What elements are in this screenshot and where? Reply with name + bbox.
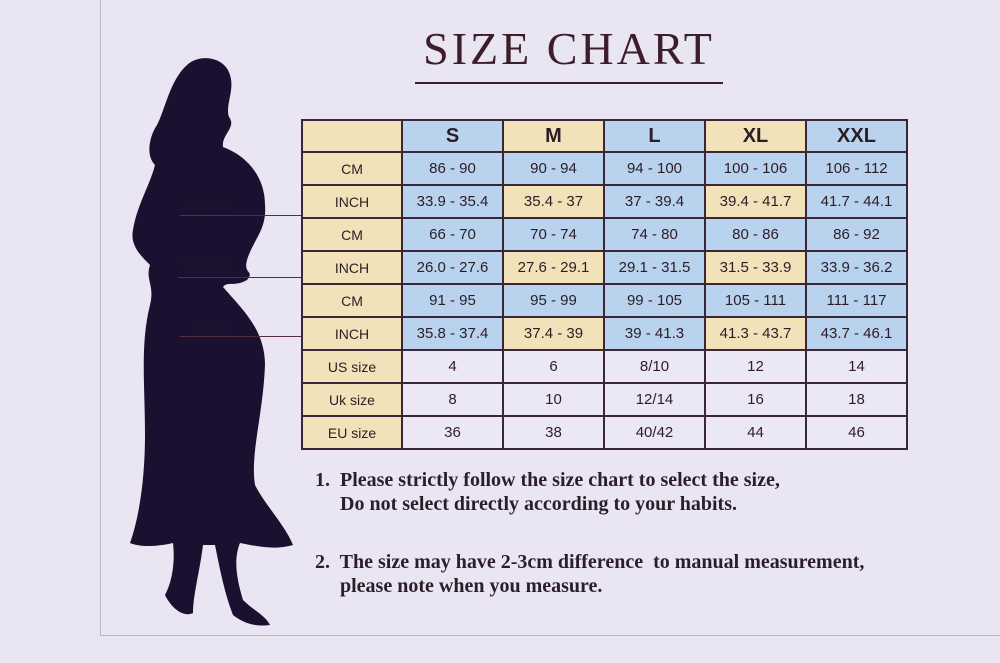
table-cell: 40/42 <box>603 415 706 450</box>
table-cell: 38 <box>502 415 605 450</box>
table-row: CM 91 - 95 95 - 99 99 - 105 105 - 111 111 - 1… <box>301 283 908 318</box>
table-cell: 90 - 94 <box>502 151 605 186</box>
table-cell: 12/14 <box>603 382 706 417</box>
row-label: Uk size <box>301 382 403 417</box>
table-cell: 36 <box>401 415 504 450</box>
table-row: INCH 35.8 - 37.4 37.4 - 39 39 - 41.3 41.3 - … <box>301 316 908 351</box>
note-2-line-1: 2. The size may have 2-3cm difference to… <box>315 551 865 573</box>
header-size-l: L <box>603 119 706 153</box>
table-cell: 43.7 - 46.1 <box>805 316 908 351</box>
header-size-xxl: XXL <box>805 119 908 153</box>
table-row: EU size 36 38 40/42 44 46 <box>301 415 908 450</box>
table-cell: 66 - 70 <box>401 217 504 252</box>
size-table: S M L XL XXL CM 86 - 90 90 - 94 94 - 100 100 - 10… <box>301 119 908 450</box>
table-cell: 37 - 39.4 <box>603 184 706 219</box>
waist-fit-line <box>178 277 301 278</box>
table-cell: 74 - 80 <box>603 217 706 252</box>
table-cell: 4 <box>401 349 504 384</box>
table-row: CM 66 - 70 70 - 74 74 - 80 80 - 86 86 - 92 <box>301 217 908 252</box>
table-cell: 80 - 86 <box>704 217 807 252</box>
table-cell: 35.8 - 37.4 <box>401 316 504 351</box>
table-cell: 37.4 - 39 <box>502 316 605 351</box>
title-underline <box>415 82 723 84</box>
table-cell: 95 - 99 <box>502 283 605 318</box>
table-row: CM 86 - 90 90 - 94 94 - 100 100 - 106 106 - 1… <box>301 151 908 186</box>
table-cell: 105 - 111 <box>704 283 807 318</box>
table-cell: 41.3 - 43.7 <box>704 316 807 351</box>
header-corner <box>301 119 403 153</box>
page-title: SIZE CHART <box>423 23 715 74</box>
note-1-line-2: Do not select directly according to your… <box>315 493 738 515</box>
table-cell: 33.9 - 35.4 <box>401 184 504 219</box>
table-row: Uk size 8 10 12/14 16 18 <box>301 382 908 417</box>
row-label: CM <box>301 217 403 252</box>
table-cell: 33.9 - 36.2 <box>805 250 908 285</box>
table-cell: 86 - 92 <box>805 217 908 252</box>
row-label: CM <box>301 283 403 318</box>
note-1-line-1: 1. Please strictly follow the size chart… <box>315 469 780 491</box>
table-cell: 6 <box>502 349 605 384</box>
table-cell: 70 - 74 <box>502 217 605 252</box>
hip-fit-line <box>180 336 301 337</box>
table-cell: 86 - 90 <box>401 151 504 186</box>
note-2-line-2: please note when you measure. <box>315 575 603 597</box>
table-cell: 8 <box>401 382 504 417</box>
table-cell: 29.1 - 31.5 <box>603 250 706 285</box>
table-row: US size 4 6 8/10 12 14 <box>301 349 908 384</box>
frame-border <box>100 0 1000 636</box>
table-cell: 100 - 106 <box>704 151 807 186</box>
table-cell: 111 - 117 <box>805 283 908 318</box>
table-cell: 10 <box>502 382 605 417</box>
table-cell: 91 - 95 <box>401 283 504 318</box>
row-label: EU size <box>301 415 403 450</box>
row-label: INCH <box>301 316 403 351</box>
table-row: INCH 33.9 - 35.4 35.4 - 37 37 - 39.4 39.4 - … <box>301 184 908 219</box>
waist-fit-label: Waist fit <box>183 258 233 274</box>
table-cell: 106 - 112 <box>805 151 908 186</box>
header-size-m: M <box>502 119 605 153</box>
bust-fit-label: Bust fit <box>188 197 231 213</box>
table-cell: 39.4 - 41.7 <box>704 184 807 219</box>
header-size-s: S <box>401 119 504 153</box>
table-cell: 39 - 41.3 <box>603 316 706 351</box>
bust-fit-line <box>180 215 301 216</box>
row-label: CM <box>301 151 403 186</box>
table-row: INCH 26.0 - 27.6 27.6 - 29.1 29.1 - 31.5 31.… <box>301 250 908 285</box>
row-label: INCH <box>301 250 403 285</box>
table-cell: 14 <box>805 349 908 384</box>
table-cell: 16 <box>704 382 807 417</box>
table-cell: 44 <box>704 415 807 450</box>
table-cell: 35.4 - 37 <box>502 184 605 219</box>
table-cell: 12 <box>704 349 807 384</box>
table-cell: 46 <box>805 415 908 450</box>
table-cell: 41.7 - 44.1 <box>805 184 908 219</box>
row-label: US size <box>301 349 403 384</box>
woman-silhouette-icon <box>130 58 293 626</box>
table-cell: 26.0 - 27.6 <box>401 250 504 285</box>
hip-fit-label: Hip fit <box>192 317 228 333</box>
table-cell: 31.5 - 33.9 <box>704 250 807 285</box>
table-cell: 18 <box>805 382 908 417</box>
table-cell: 99 - 105 <box>603 283 706 318</box>
table-header-row: S M L XL XXL <box>301 119 908 153</box>
header-size-xl: XL <box>704 119 807 153</box>
table-cell: 94 - 100 <box>603 151 706 186</box>
table-cell: 27.6 - 29.1 <box>502 250 605 285</box>
row-label: INCH <box>301 184 403 219</box>
table-cell: 8/10 <box>603 349 706 384</box>
